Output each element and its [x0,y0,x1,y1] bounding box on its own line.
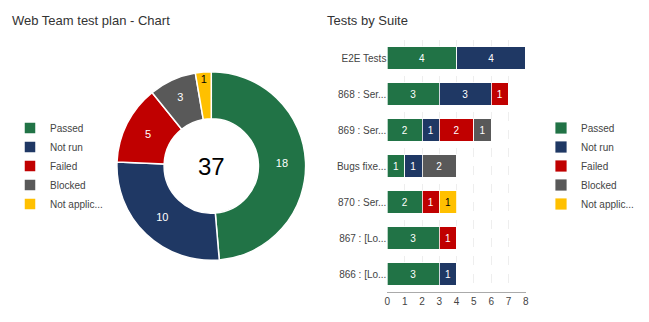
svg-text:3: 3 [437,296,443,307]
svg-text:2: 2 [402,197,408,208]
svg-text:866 : [Lo...: 866 : [Lo... [339,269,386,280]
svg-text:1: 1 [410,161,416,172]
svg-text:Failed: Failed [581,161,608,172]
svg-text:867 : [Lo...: 867 : [Lo... [339,233,386,244]
svg-text:Blocked: Blocked [581,180,617,191]
svg-text:6: 6 [488,296,494,307]
svg-text:4: 4 [454,296,460,307]
svg-text:Failed: Failed [50,161,77,172]
svg-text:E2E Tests: E2E Tests [342,53,387,64]
svg-text:10: 10 [156,211,168,223]
svg-text:Bugs fixe...: Bugs fixe... [337,161,386,172]
svg-text:1: 1 [480,125,486,136]
svg-text:Not run: Not run [50,142,83,153]
svg-text:Passed: Passed [581,123,614,134]
svg-text:37: 37 [198,153,225,180]
svg-text:1: 1 [393,161,399,172]
svg-text:1: 1 [402,296,408,307]
svg-text:3: 3 [410,89,416,100]
svg-text:3: 3 [462,89,468,100]
svg-text:4: 4 [419,53,425,64]
svg-text:7: 7 [506,296,512,307]
svg-text:3: 3 [410,269,416,280]
svg-text:870 : Ser...: 870 : Ser... [338,197,386,208]
svg-text:1: 1 [201,73,207,85]
svg-text:2: 2 [402,125,408,136]
svg-text:1: 1 [428,197,434,208]
svg-text:1: 1 [445,233,451,244]
svg-text:Tests by Suite: Tests by Suite [327,13,408,28]
svg-text:869 : Ser...: 869 : Ser... [338,125,386,136]
svg-text:1: 1 [497,89,503,100]
svg-text:5: 5 [145,128,151,140]
svg-text:8: 8 [523,296,529,307]
svg-text:Blocked: Blocked [50,180,86,191]
svg-text:1: 1 [445,269,451,280]
svg-text:Not applic...: Not applic... [50,199,103,210]
svg-text:3: 3 [177,91,183,103]
svg-text:Not run: Not run [581,142,614,153]
svg-text:3: 3 [410,233,416,244]
svg-text:868 : Ser...: 868 : Ser... [338,89,386,100]
svg-text:Passed: Passed [50,123,83,134]
svg-text:1: 1 [445,197,451,208]
svg-text:2: 2 [454,125,460,136]
svg-text:Not applic...: Not applic... [581,199,634,210]
svg-text:2: 2 [436,161,442,172]
svg-text:0: 0 [385,296,391,307]
svg-text:2: 2 [419,296,425,307]
svg-text:5: 5 [471,296,477,307]
svg-text:4: 4 [488,53,494,64]
svg-text:18: 18 [276,157,288,169]
svg-text:1: 1 [428,125,434,136]
svg-text:Web Team test plan - Chart: Web Team test plan - Chart [12,13,170,28]
